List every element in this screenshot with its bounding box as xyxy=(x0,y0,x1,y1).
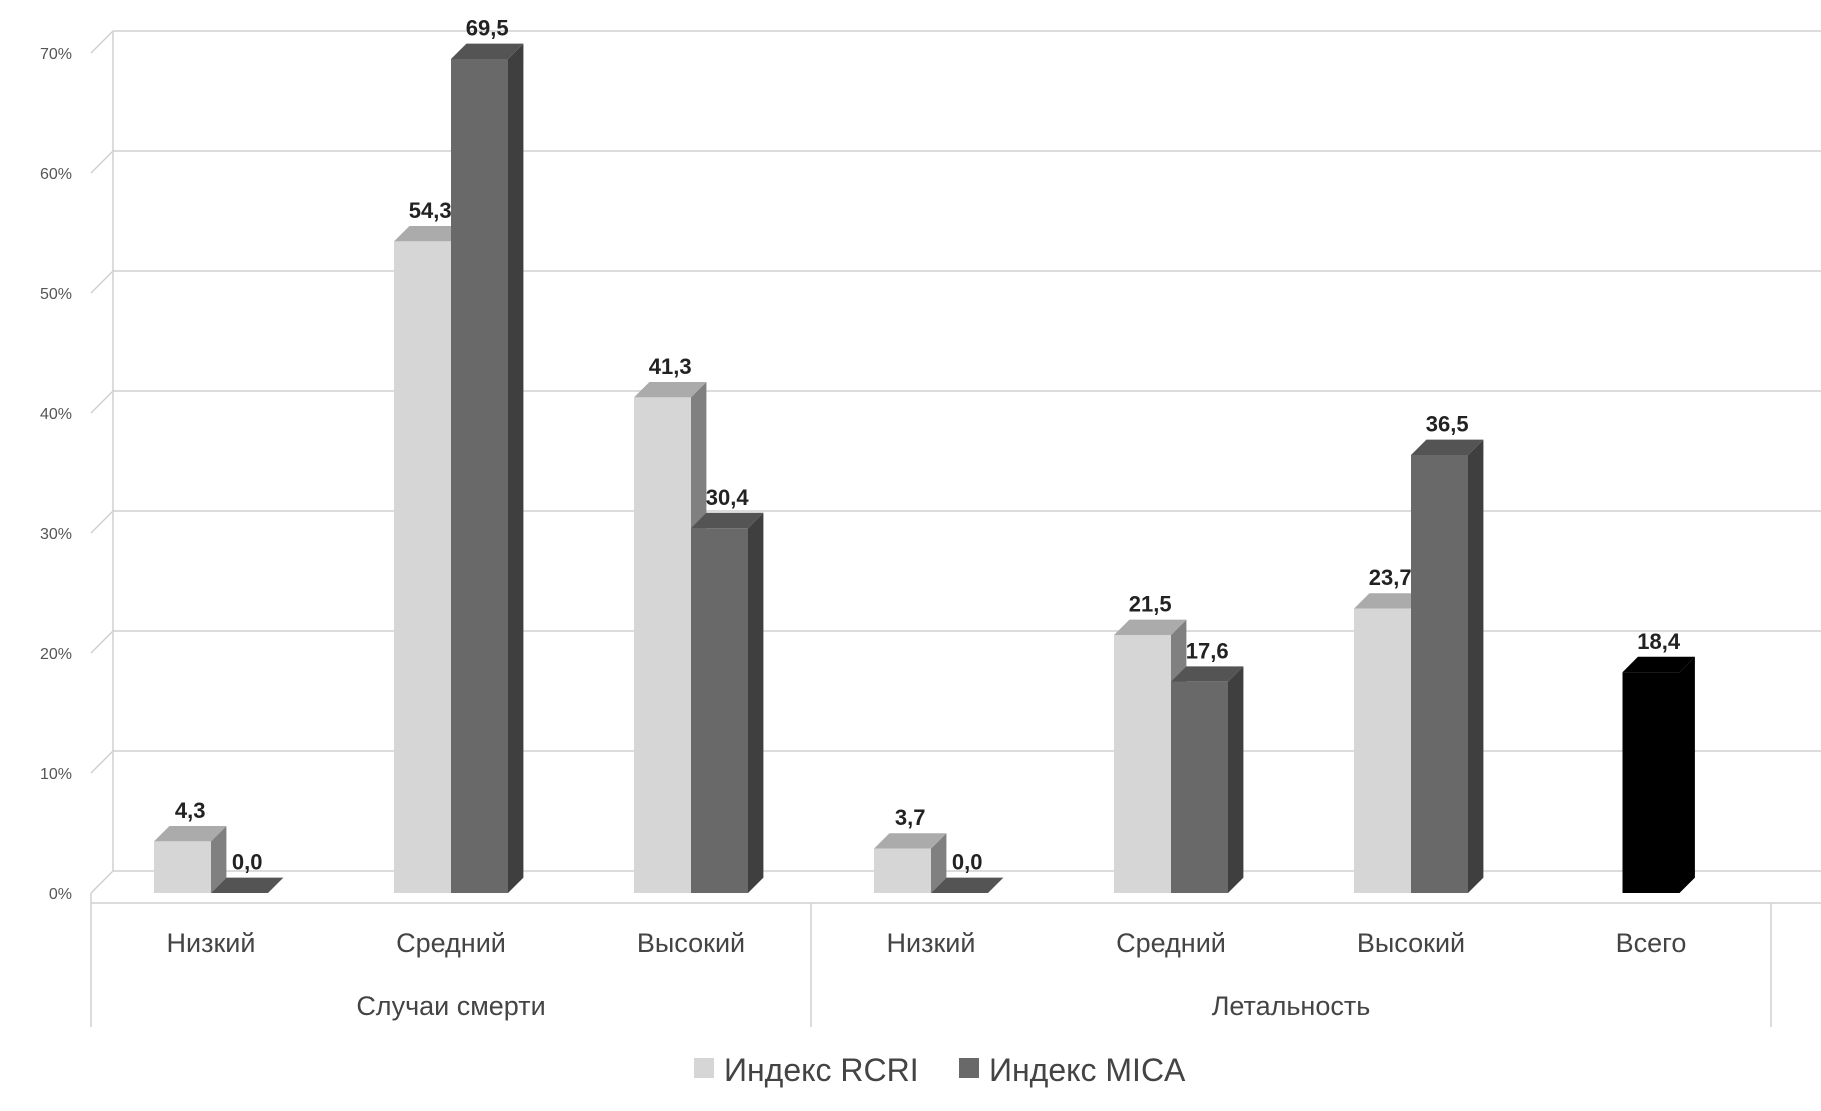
data-label: 18,4 xyxy=(1637,629,1681,654)
gridline-diagonal xyxy=(90,150,114,174)
data-label: 17,6 xyxy=(1186,638,1229,663)
bar-top xyxy=(394,226,467,242)
chart-bars xyxy=(154,43,1695,894)
legend: Индекс RCRI Индекс MICA xyxy=(694,1052,1186,1088)
bar-top xyxy=(451,43,524,59)
chart-gridlines xyxy=(90,30,1821,904)
bar-side xyxy=(1679,656,1695,893)
data-label: 30,4 xyxy=(706,485,750,510)
bar-top xyxy=(1622,656,1695,673)
y-tick-label: 0% xyxy=(49,886,72,903)
legend-swatch xyxy=(694,1058,714,1078)
bar-front xyxy=(634,397,691,893)
bar-top xyxy=(1114,619,1187,635)
bar-front xyxy=(1354,608,1411,893)
x-tick-label: Высокий xyxy=(637,928,745,958)
legend-item: Индекс RCRI xyxy=(694,1052,919,1088)
data-labels: 4,3 0,0 54,3 69,5 41,3 30,4 3,7 0,0 21,5 17,6 23,7… xyxy=(175,16,1681,875)
x-tick-label: Низкий xyxy=(167,928,256,958)
legend-label: Индекс MICA xyxy=(989,1052,1186,1088)
legend-label: Индекс RCRI xyxy=(724,1052,919,1088)
data-label: 0,0 xyxy=(232,850,263,875)
bar-side xyxy=(1468,439,1484,893)
bar-top xyxy=(1411,439,1484,455)
bar-front xyxy=(874,848,931,893)
gridline-diagonal xyxy=(90,870,114,894)
gridline-diagonal xyxy=(90,270,114,294)
bar-side xyxy=(508,43,524,894)
y-tick-label: 10% xyxy=(40,766,72,783)
legend-item: Индекс MICA xyxy=(959,1052,1186,1088)
bar-top xyxy=(211,877,284,893)
group-label: Случаи смерти xyxy=(356,991,545,1021)
bar-2-4 xyxy=(931,877,1004,893)
data-label: 3,7 xyxy=(895,805,926,830)
x-tick-label: Всего xyxy=(1616,928,1687,958)
y-tick-label: 40% xyxy=(40,406,72,423)
data-label: 69,5 xyxy=(466,16,509,41)
bar-front xyxy=(691,528,748,893)
bar-front xyxy=(1114,635,1171,893)
bar-2-3 xyxy=(691,512,764,893)
bar-front xyxy=(394,241,451,893)
gridline-diagonal xyxy=(90,510,114,534)
bar-top xyxy=(154,826,227,842)
bar-top xyxy=(874,833,947,849)
bar-front xyxy=(1171,681,1228,893)
bar-front xyxy=(1622,672,1680,893)
x-tick-label: Средний xyxy=(396,928,506,958)
bar-top xyxy=(634,382,707,398)
y-tick-label: 20% xyxy=(40,646,72,663)
bar-1-4 xyxy=(874,833,947,893)
bar-top xyxy=(1354,593,1427,609)
gridline-diagonal xyxy=(90,30,114,54)
bar-side xyxy=(748,512,764,893)
group-label: Летальность xyxy=(1212,991,1371,1021)
bar-side xyxy=(931,833,947,893)
bar-2-1 xyxy=(211,877,284,893)
y-tick-label: 50% xyxy=(40,286,72,303)
bar-top xyxy=(931,877,1004,893)
gridline-diagonal xyxy=(90,390,114,414)
bar-3-7 xyxy=(1622,656,1695,893)
gridline-diagonal xyxy=(90,630,114,654)
bar-front xyxy=(451,59,508,893)
data-label: 23,7 xyxy=(1369,565,1412,590)
bar-front xyxy=(154,841,211,893)
y-tick-label: 70% xyxy=(40,46,72,63)
legend-swatch xyxy=(959,1058,979,1078)
bar-top xyxy=(691,512,764,529)
bar-2-6 xyxy=(1411,439,1484,893)
data-label: 0,0 xyxy=(952,850,983,875)
y-tick-label: 60% xyxy=(40,166,72,183)
y-tick-label: 30% xyxy=(40,526,72,543)
data-label: 36,5 xyxy=(1426,412,1469,437)
bar-2-5 xyxy=(1171,666,1244,893)
x-axis: Низкий Средний Высокий Низкий Средний Высокий… xyxy=(90,903,1772,1027)
data-label: 21,5 xyxy=(1129,592,1172,617)
x-tick-label: Средний xyxy=(1116,928,1226,958)
x-tick-label: Низкий xyxy=(887,928,976,958)
gridline-diagonal xyxy=(90,750,114,774)
data-label: 4,3 xyxy=(175,798,206,823)
bar-side xyxy=(1228,666,1244,893)
bar-1-1 xyxy=(154,826,227,893)
y-axis-ticks: 0% 10% 20% 30% 40% 50% 60% 70% xyxy=(40,46,72,903)
data-label: 41,3 xyxy=(649,354,692,379)
data-label: 54,3 xyxy=(409,198,452,223)
x-tick-label: Высокий xyxy=(1357,928,1465,958)
bar-top xyxy=(1171,666,1244,682)
bar-2-2 xyxy=(451,43,524,894)
bar-side xyxy=(211,826,227,893)
bar-front xyxy=(1411,455,1468,893)
